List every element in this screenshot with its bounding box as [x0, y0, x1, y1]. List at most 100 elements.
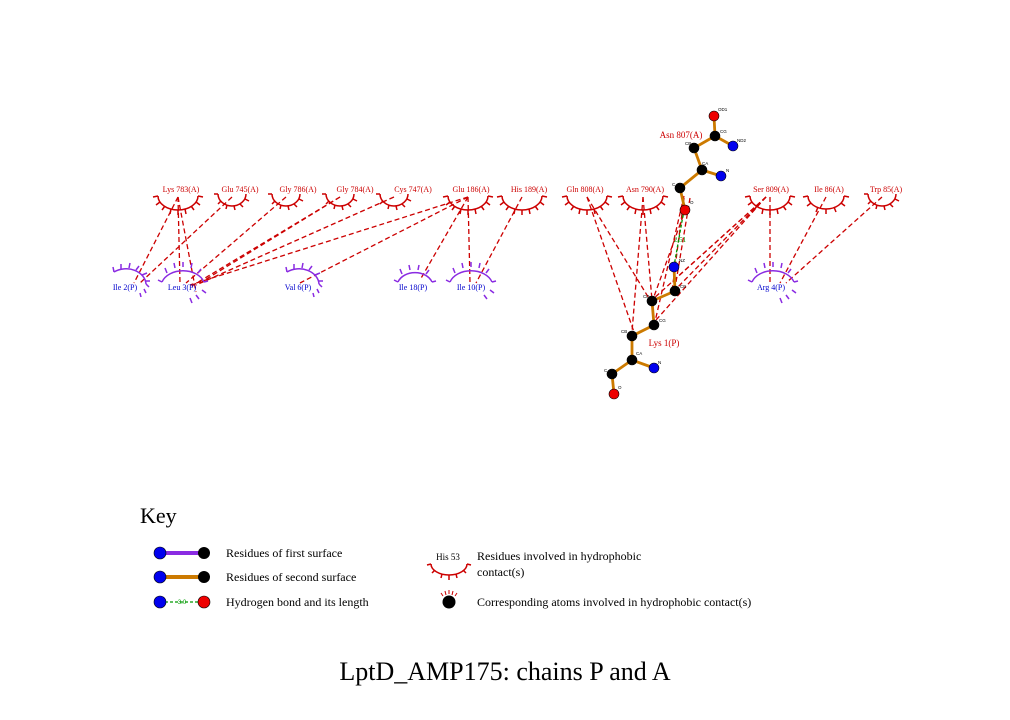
chain-p-labels: Ile 2(P) Leu 3(P) Val 6(P) Ile 18(P) Ile… — [113, 283, 785, 292]
svg-text:CB: CB — [685, 141, 691, 146]
key-hydrophobic-atoms: Corresponding atoms involved in hydropho… — [440, 590, 751, 609]
key-heading: Key — [140, 503, 177, 528]
residue-ile18 — [393, 264, 437, 283]
label-trp85: Trp 85(A) — [870, 185, 903, 194]
svg-text:N: N — [658, 360, 661, 365]
label-ser809: Ser 809(A) — [753, 185, 789, 194]
atom-ca — [626, 354, 638, 366]
residue-cys747 — [376, 193, 412, 211]
residue-ser809 — [744, 195, 796, 215]
svg-text:O: O — [618, 385, 622, 390]
svg-text:Residues of second surface: Residues of second surface — [226, 570, 356, 584]
chain-p-residues — [112, 262, 799, 304]
label-glu186: Glu 186(A) — [452, 185, 489, 194]
atom-cd — [646, 295, 658, 307]
svg-text:CE: CE — [680, 284, 686, 289]
residue-arg4 — [747, 262, 799, 304]
hydrogen-bond: 2.51 — [673, 209, 687, 267]
svg-text:His 53: His 53 — [436, 552, 460, 562]
svg-text:C: C — [672, 182, 676, 187]
residue-ile10 — [445, 262, 497, 300]
asn807-atom-labels: OD1 CG ND2 CB CA N C O — [672, 107, 746, 205]
residue-gly784 — [322, 193, 358, 211]
key-hydrophobic-residue: His 53 Residues involved in hydrophobic … — [426, 549, 641, 580]
atom-ca — [696, 164, 708, 176]
svg-text:CA: CA — [702, 161, 708, 166]
chain-a-labels: Lys 783(A) Glu 745(A) Gly 786(A) Gly 784… — [163, 185, 903, 194]
svg-text:Corresponding atoms involved i: Corresponding atoms involved in hydropho… — [477, 595, 751, 609]
svg-text:CA: CA — [636, 351, 642, 356]
label-ile2: Ile 2(P) — [113, 283, 138, 292]
atom-o — [608, 388, 620, 400]
label-leu3: Leu 3(P) — [168, 283, 197, 292]
label-glu745: Glu 745(A) — [221, 185, 258, 194]
atom-cg — [648, 319, 660, 331]
atom-nz — [668, 261, 680, 273]
svg-text:3.0: 3.0 — [178, 600, 187, 606]
key-first-surface: Residues of first surface — [153, 546, 342, 560]
svg-text:ND2: ND2 — [737, 138, 746, 143]
atom-c — [674, 182, 686, 194]
svg-text:CG: CG — [720, 129, 727, 134]
residue-gly786 — [268, 193, 304, 211]
svg-text:Hydrogen bond and its length: Hydrogen bond and its length — [226, 595, 369, 609]
hbond-length: 2.51 — [674, 236, 687, 244]
atom-o — [679, 204, 691, 216]
label-arg4: Arg 4(P) — [757, 283, 785, 292]
label-asn807: Asn 807(A) — [660, 130, 703, 140]
asn807-atoms — [674, 110, 739, 216]
key: Key Residues of first surface Residues o… — [140, 503, 751, 609]
label-ile18: Ile 18(P) — [399, 283, 428, 292]
atom-od1 — [708, 110, 720, 122]
label-ile86: Ile 86(A) — [814, 185, 844, 194]
svg-text:Residues involved in hydrophob: Residues involved in hydrophobic — [477, 549, 641, 563]
residue-val6 — [285, 262, 323, 298]
residue-ile2 — [112, 262, 150, 298]
svg-text:Residues of first surface: Residues of first surface — [226, 546, 342, 560]
label-cys747: Cys 747(A) — [394, 185, 432, 194]
svg-text:O: O — [690, 200, 694, 205]
svg-text:N: N — [726, 168, 729, 173]
label-lys783: Lys 783(A) — [163, 185, 200, 194]
residue-leu3 — [157, 262, 209, 304]
label-asn790: Asn 790(A) — [626, 185, 664, 194]
atom-n — [715, 170, 727, 182]
svg-text:NZ: NZ — [679, 258, 685, 263]
chain-a-residues — [152, 193, 900, 215]
atom-cb — [626, 330, 638, 342]
label-gln808: Gln 808(A) — [566, 185, 603, 194]
label-lys1: Lys 1(P) — [649, 338, 680, 348]
svg-text:OD1: OD1 — [718, 107, 728, 112]
diagram-title: LptD_AMP175: chains P and A — [339, 657, 670, 686]
label-his189: His 189(A) — [511, 185, 548, 194]
label-ile10: Ile 10(P) — [457, 283, 486, 292]
residue-glu745 — [214, 193, 250, 211]
svg-text:C: C — [604, 368, 608, 373]
residue-his189 — [496, 195, 548, 215]
svg-text:CG: CG — [659, 318, 666, 323]
hydrophobic-contact-lines — [133, 195, 883, 333]
atom-n — [648, 362, 660, 374]
atom-c — [606, 368, 618, 380]
atom-nd2 — [727, 140, 739, 152]
residue-ile86 — [802, 195, 850, 214]
lys1-atoms — [606, 261, 681, 400]
atom-cg — [709, 130, 721, 142]
atom-cb — [688, 142, 700, 154]
residue-trp85 — [864, 193, 900, 211]
residue-gln808 — [561, 195, 613, 215]
key-second-surface: Residues of second surface — [153, 570, 356, 584]
residue-glu186 — [442, 195, 494, 215]
residue-asn790 — [617, 195, 669, 215]
lys1-atom-labels: NZ CE CD CG CB CA N C O — [604, 258, 686, 390]
label-val6: Val 6(P) — [285, 283, 312, 292]
residue-lys783 — [152, 195, 204, 215]
svg-text:CD: CD — [643, 294, 650, 299]
atom-ce — [669, 285, 681, 297]
label-gly784: Gly 784(A) — [336, 185, 373, 194]
svg-text:CB: CB — [621, 329, 627, 334]
label-gly786: Gly 786(A) — [279, 185, 316, 194]
svg-text:contact(s): contact(s) — [477, 565, 524, 579]
key-hbond: 3.0 Hydrogen bond and its length — [153, 595, 369, 609]
